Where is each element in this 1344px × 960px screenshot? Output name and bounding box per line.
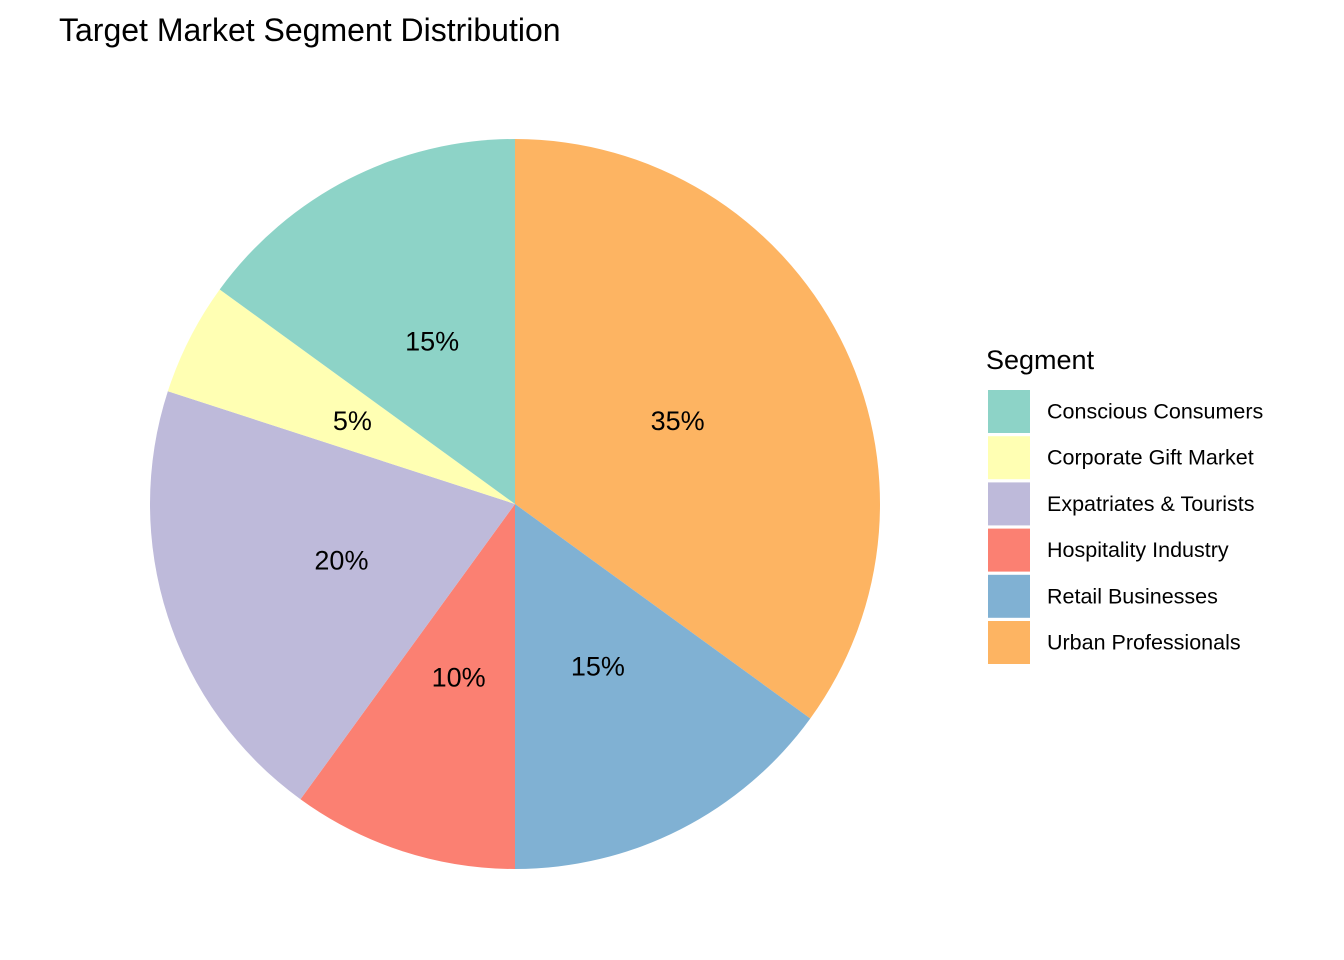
legend-swatch-retail-businesses: [988, 574, 1030, 618]
slice-label-corporate-gift-market: 5%: [333, 406, 372, 436]
pie-slice-retail-businesses: [515, 504, 811, 869]
legend-label-retail-businesses: Retail Businesses: [1047, 584, 1218, 608]
legend-label-expatriates-and-tourists: Expatriates & Tourists: [1047, 492, 1255, 516]
slice-label-retail-businesses: 15%: [571, 652, 625, 682]
slice-label-conscious-consumers: 15%: [405, 326, 459, 356]
legend: Segment Conscious Consumers Corporate Gif…: [986, 345, 1263, 664]
legend-swatch-corporate-gift-market: [988, 436, 1030, 480]
legend-label-urban-professionals: Urban Professionals: [1047, 631, 1241, 655]
legend-swatch-urban-professionals: [988, 621, 1030, 664]
legend-label-conscious-consumers: Conscious Consumers: [1047, 400, 1263, 424]
pie-slice-expatriates-and-tourists: [149, 391, 515, 800]
pie-slice-urban-professionals: [515, 139, 880, 719]
slice-label-hospitality-industry: 10%: [432, 663, 486, 693]
legend-swatch-conscious-consumers: [988, 390, 1030, 433]
pie-slice-hospitality-industry: [300, 504, 515, 869]
legend-label-hospitality-industry: Hospitality Industry: [1047, 538, 1229, 562]
legend-swatch-expatriates-and-tourists: [988, 482, 1030, 526]
legend-swatch-hospitality-industry: [988, 528, 1030, 572]
slice-label-urban-professionals: 35%: [651, 406, 705, 436]
pie-slice-labels: 35% 15% 10% 20% 5% 15%: [314, 326, 704, 692]
pie-slices: [149, 139, 880, 869]
legend-label-corporate-gift-market: Corporate Gift Market: [1047, 446, 1254, 470]
chart-title: Target Market Segment Distribution: [59, 12, 561, 48]
pie-slice-corporate-gift-market: [167, 289, 515, 504]
pie-slice-conscious-consumers: [219, 139, 515, 504]
slice-label-expatriates-and-tourists: 20%: [314, 545, 368, 575]
legend-title: Segment: [986, 345, 1095, 375]
